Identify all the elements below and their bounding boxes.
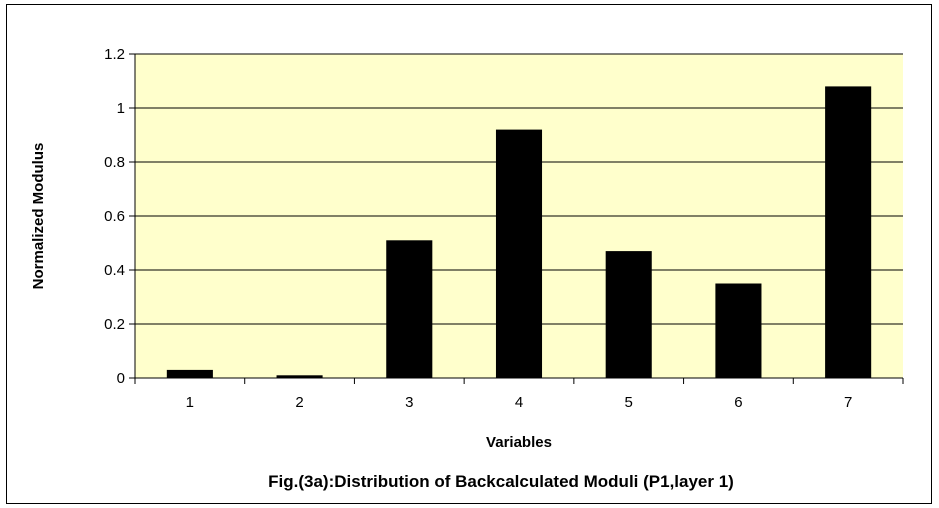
y-tick-label: 0.6 <box>104 208 125 225</box>
bars <box>166 86 872 379</box>
y-tick-label: 0.4 <box>104 262 125 279</box>
x-axis-ticks: 1 2 3 4 5 6 7 <box>134 378 904 411</box>
figure-caption: Fig.(3a):Distribution of Backcalculated … <box>268 472 734 491</box>
bar-4 <box>495 129 543 378</box>
y-axis-ticks: 0 0.2 0.4 0.6 0.8 1 1.2 <box>104 46 135 387</box>
bar-7 <box>825 86 872 379</box>
y-tick-label: 0 <box>117 370 125 387</box>
x-tick-label: 3 <box>405 394 413 411</box>
chart-frame: 0 0.2 0.4 0.6 0.8 1 1.2 1 2 3 4 5 6 7 Normalized Mod… <box>6 4 932 504</box>
y-tick-label: 0.8 <box>104 154 125 171</box>
y-axis-title: Normalized Modulus <box>30 143 47 290</box>
x-tick-label: 1 <box>186 394 194 411</box>
x-tick-label: 2 <box>295 394 303 411</box>
y-tick-label: 1 <box>117 100 125 117</box>
bar-3 <box>386 240 433 378</box>
bar-6 <box>715 283 762 378</box>
bar-2 <box>276 375 323 378</box>
y-tick-label: 1.2 <box>104 46 125 63</box>
bar-1 <box>166 369 213 378</box>
x-axis-title: Variables <box>486 434 552 451</box>
y-tick-label: 0.2 <box>104 316 125 333</box>
x-tick-label: 7 <box>844 394 852 411</box>
bar-chart: 0 0.2 0.4 0.6 0.8 1 1.2 1 2 3 4 5 6 7 Normalized Mod… <box>30 46 904 491</box>
x-tick-label: 6 <box>734 394 742 411</box>
bar-5 <box>605 251 652 378</box>
x-tick-label: 4 <box>515 394 523 411</box>
x-tick-label: 5 <box>625 394 633 411</box>
